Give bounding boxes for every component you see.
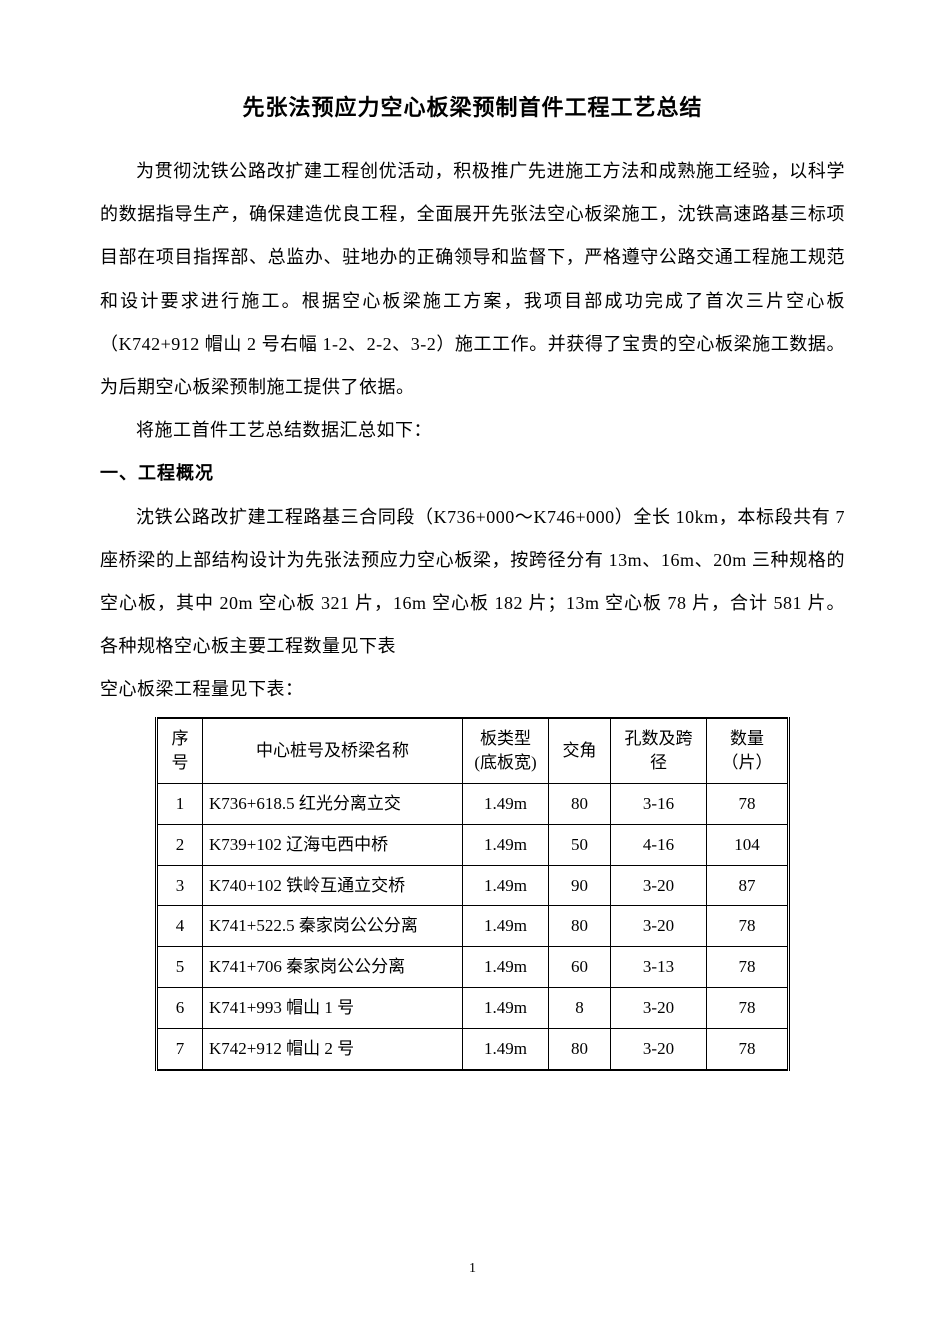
cell-angle: 80 — [549, 1028, 611, 1069]
cell-qty: 78 — [707, 906, 789, 947]
cell-qty: 87 — [707, 865, 789, 906]
cell-name: K741+706 秦家岗公公分离 — [203, 947, 463, 988]
col-header-type: 板类型(底板宽) — [463, 718, 549, 783]
cell-span: 3-20 — [611, 988, 707, 1029]
cell-name: K740+102 铁岭互通立交桥 — [203, 865, 463, 906]
cell-idx: 6 — [157, 988, 203, 1029]
cell-angle: 80 — [549, 784, 611, 825]
cell-name: K736+618.5 红光分离立交 — [203, 784, 463, 825]
cell-idx: 7 — [157, 1028, 203, 1069]
paragraph-summary-lead: 将施工首件工艺总结数据汇总如下： — [100, 409, 845, 452]
cell-angle: 60 — [549, 947, 611, 988]
cell-span: 3-20 — [611, 865, 707, 906]
cell-type: 1.49m — [463, 824, 549, 865]
cell-qty: 78 — [707, 988, 789, 1029]
cell-angle: 50 — [549, 824, 611, 865]
cell-qty: 78 — [707, 784, 789, 825]
cell-qty: 78 — [707, 1028, 789, 1069]
paragraph-overview: 沈铁公路改扩建工程路基三合同段（K736+000～K746+000）全长 10k… — [100, 496, 845, 669]
col-header-angle: 交角 — [549, 718, 611, 783]
col-header-span: 孔数及跨径 — [611, 718, 707, 783]
cell-type: 1.49m — [463, 1028, 549, 1069]
cell-angle: 80 — [549, 906, 611, 947]
cell-type: 1.49m — [463, 784, 549, 825]
cell-type: 1.49m — [463, 906, 549, 947]
cell-name: K742+912 帽山 2 号 — [203, 1028, 463, 1069]
col-header-index: 序号 — [157, 718, 203, 783]
cell-idx: 4 — [157, 906, 203, 947]
quantities-table: 序号 中心桩号及桥梁名称 板类型(底板宽) 交角 孔数及跨径 数量（片） 1 K… — [155, 717, 790, 1070]
table-row: 6 K741+993 帽山 1 号 1.49m 8 3-20 78 — [157, 988, 789, 1029]
cell-name: K741+993 帽山 1 号 — [203, 988, 463, 1029]
table-row: 2 K739+102 辽海屯西中桥 1.49m 50 4-16 104 — [157, 824, 789, 865]
table-row: 3 K740+102 铁岭互通立交桥 1.49m 90 3-20 87 — [157, 865, 789, 906]
cell-span: 4-16 — [611, 824, 707, 865]
page-number: 1 — [0, 1261, 945, 1277]
cell-span: 3-13 — [611, 947, 707, 988]
cell-type: 1.49m — [463, 988, 549, 1029]
table-row: 7 K742+912 帽山 2 号 1.49m 80 3-20 78 — [157, 1028, 789, 1069]
col-header-qty: 数量（片） — [707, 718, 789, 783]
section-heading-overview: 一、工程概况 — [100, 452, 845, 495]
table-body: 1 K736+618.5 红光分离立交 1.49m 80 3-16 78 2 K… — [157, 784, 789, 1070]
cell-angle: 90 — [549, 865, 611, 906]
cell-idx: 5 — [157, 947, 203, 988]
cell-span: 3-20 — [611, 1028, 707, 1069]
document-title: 先张法预应力空心板梁预制首件工程工艺总结 — [100, 90, 845, 122]
cell-name: K739+102 辽海屯西中桥 — [203, 824, 463, 865]
table-row: 1 K736+618.5 红光分离立交 1.49m 80 3-16 78 — [157, 784, 789, 825]
cell-idx: 1 — [157, 784, 203, 825]
cell-type: 1.49m — [463, 865, 549, 906]
cell-qty: 104 — [707, 824, 789, 865]
cell-qty: 78 — [707, 947, 789, 988]
cell-span: 3-20 — [611, 906, 707, 947]
table-row: 5 K741+706 秦家岗公公分离 1.49m 60 3-13 78 — [157, 947, 789, 988]
table-header-row: 序号 中心桩号及桥梁名称 板类型(底板宽) 交角 孔数及跨径 数量（片） — [157, 718, 789, 783]
table-caption: 空心板梁工程量见下表： — [100, 668, 845, 711]
paragraph-intro: 为贯彻沈铁公路改扩建工程创优活动，积极推广先进施工方法和成熟施工经验，以科学的数… — [100, 150, 845, 409]
col-header-name: 中心桩号及桥梁名称 — [203, 718, 463, 783]
cell-idx: 3 — [157, 865, 203, 906]
cell-angle: 8 — [549, 988, 611, 1029]
cell-type: 1.49m — [463, 947, 549, 988]
cell-span: 3-16 — [611, 784, 707, 825]
table-row: 4 K741+522.5 秦家岗公公分离 1.49m 80 3-20 78 — [157, 906, 789, 947]
cell-name: K741+522.5 秦家岗公公分离 — [203, 906, 463, 947]
cell-idx: 2 — [157, 824, 203, 865]
